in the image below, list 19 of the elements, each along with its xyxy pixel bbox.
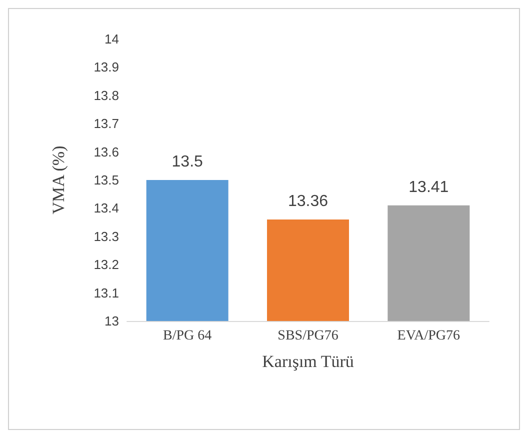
y-tick-label: 13.6: [94, 144, 119, 160]
y-tick-label: 13.2: [94, 257, 119, 272]
y-tick-label: 13.9: [94, 60, 119, 75]
y-tick-label: 13.1: [94, 285, 119, 300]
y-tick-label: 13.4: [94, 200, 119, 216]
x-tick-label: SBS/PG76: [278, 328, 338, 344]
data-label: 13.41: [408, 178, 449, 196]
y-tick-label: 13: [104, 314, 119, 328]
x-axis-title: Karışım Türü: [262, 352, 354, 371]
y-tick-label: 13.7: [94, 116, 119, 132]
data-label: 13.36: [288, 192, 328, 210]
data-label: 13.5: [172, 154, 204, 170]
y-tick-label: 13.5: [94, 172, 119, 188]
y-axis-title: VMA (%): [49, 146, 68, 214]
y-tick-label: 14: [104, 32, 119, 46]
x-tick-label: EVA/PG76: [397, 328, 460, 344]
y-tick-label: 13.8: [94, 88, 119, 103]
y-tick-label: 13.3: [94, 228, 119, 244]
x-tick-label: B/PG 64: [163, 328, 212, 344]
